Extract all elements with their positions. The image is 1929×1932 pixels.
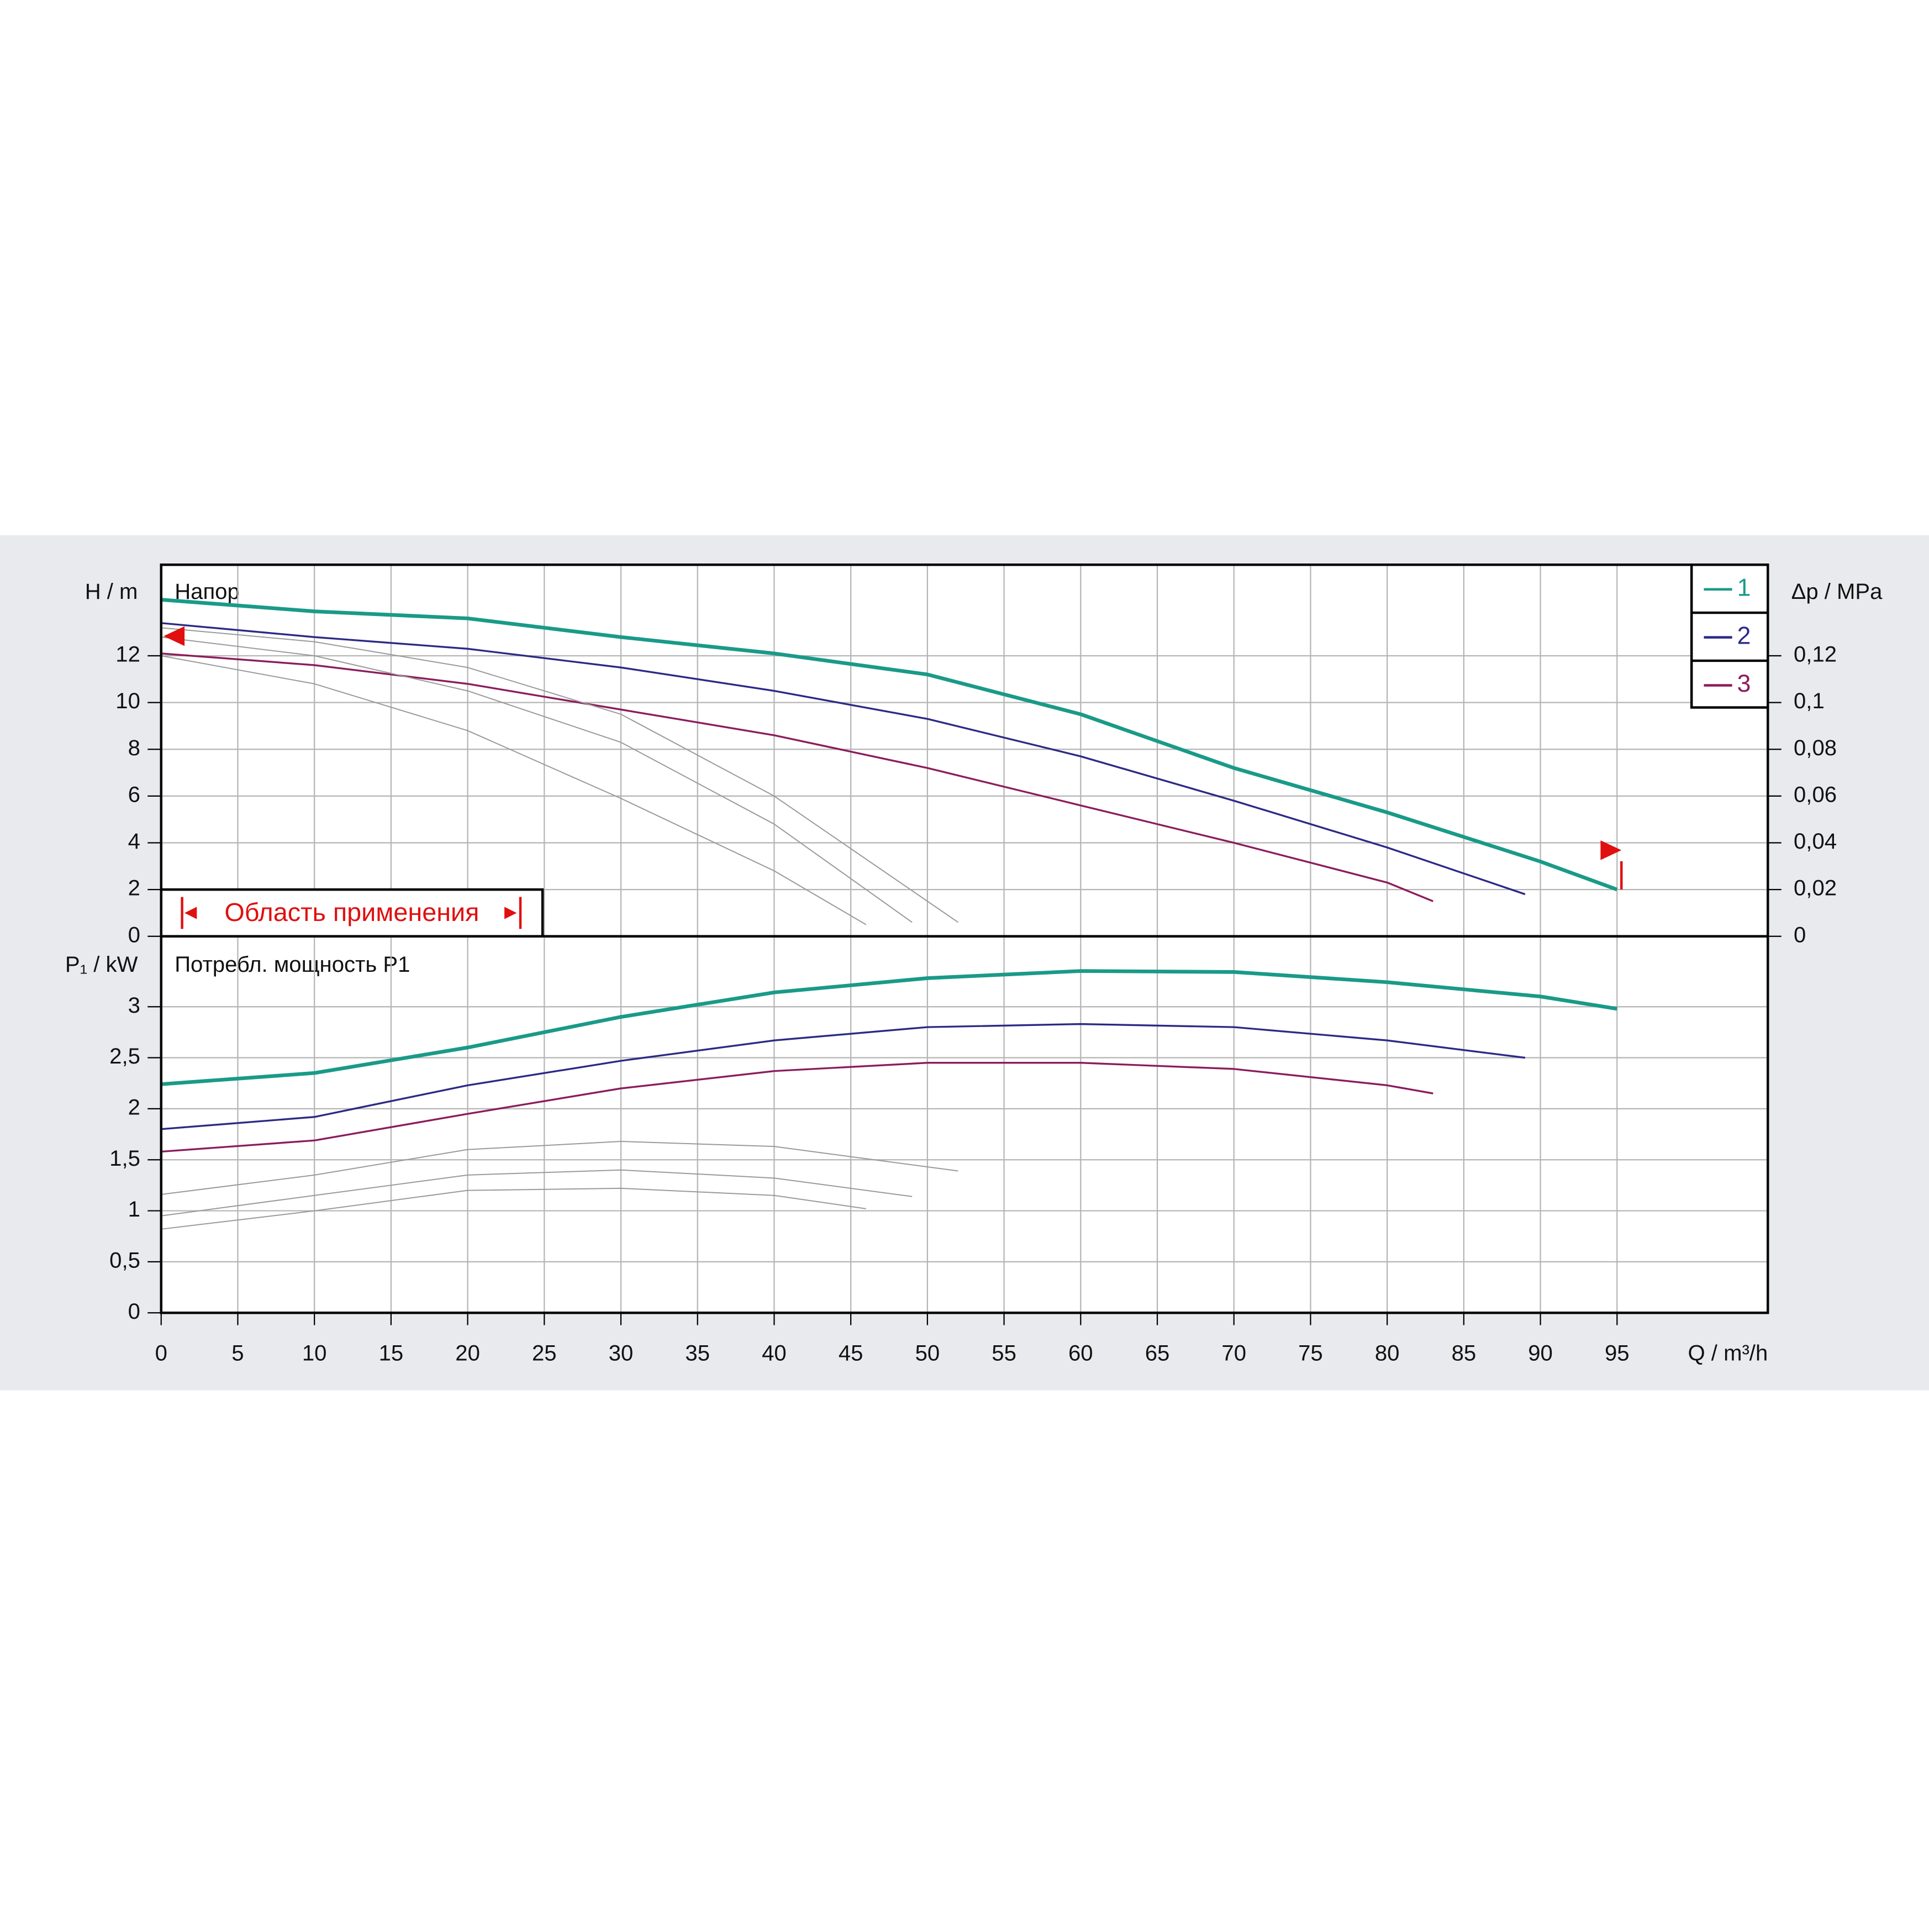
y-tick-label: 4 [128, 829, 140, 854]
range-arrow [504, 907, 517, 919]
x-tick-label: 45 [839, 1341, 863, 1366]
range-arrow [185, 907, 197, 919]
legend-label: 1 [1737, 575, 1751, 602]
curve [161, 627, 958, 923]
x-tick-label: 70 [1221, 1341, 1246, 1366]
range-label: Область применения [224, 898, 479, 926]
plot-area [161, 565, 1768, 1313]
marks: 0 5 10 15 20 25 30 35 40 45 50 55 60 65 70 75 80 85 90 9502… [109, 565, 1837, 1366]
x-axis-label: Q / m³/h [1688, 1341, 1768, 1366]
x-tick-label: 0 [155, 1341, 167, 1366]
legend: 1 2 3 [1690, 563, 1769, 709]
y-tick-label: 0 [128, 1299, 140, 1324]
x-tick-label: 90 [1528, 1341, 1553, 1366]
y-tick-label: 10 [115, 689, 140, 713]
y2-tick-label: 0,02 [1794, 876, 1837, 901]
curve [161, 655, 867, 925]
y2-tick-label: 0 [1794, 923, 1806, 947]
y-tick-label: 0 [128, 923, 140, 947]
curve [161, 636, 913, 923]
y-tick-label: 2,5 [109, 1044, 140, 1068]
range-frame [160, 888, 544, 938]
x-tick-label: 75 [1298, 1341, 1323, 1366]
curve [161, 1062, 1433, 1153]
y-tick-label: 3 [128, 993, 140, 1018]
curve [161, 969, 1617, 1086]
plot-frame [160, 563, 1769, 1314]
curve [161, 1141, 958, 1196]
range-box: Область применения [160, 888, 544, 938]
y-tick-label: 2 [128, 876, 140, 901]
x-tick-label: 55 [992, 1341, 1016, 1366]
x-tick-label: 20 [455, 1341, 480, 1366]
y2-tick-label: 0,08 [1794, 736, 1837, 760]
legend-label: 3 [1737, 670, 1751, 697]
x-tick-label: 5 [231, 1341, 244, 1366]
x-tick-label: 80 [1375, 1341, 1400, 1366]
x-tick-label: 85 [1452, 1341, 1477, 1366]
x-tick-label: 35 [685, 1341, 710, 1366]
curve [161, 622, 1526, 896]
x-tick-label: 40 [762, 1341, 787, 1366]
y-axis-label: P₁ / kW [65, 952, 138, 977]
curve [161, 1169, 913, 1217]
curve [161, 652, 1433, 902]
curve [161, 1187, 866, 1230]
y-axis-label: H / m [85, 580, 138, 604]
y2-tick-label: 0,06 [1794, 782, 1837, 807]
x-tick-label: 50 [915, 1341, 940, 1366]
frame [160, 563, 1769, 1314]
curve [161, 598, 1618, 892]
x-tick-label: 95 [1605, 1341, 1630, 1366]
y2-tick-label: 0,04 [1794, 829, 1837, 854]
y-tick-label: 2 [128, 1095, 140, 1119]
range-end-marker [1600, 840, 1622, 860]
x-tick-label: 25 [532, 1341, 557, 1366]
y2-tick-label: 0,12 [1794, 643, 1837, 667]
y-tick-label: 12 [115, 643, 140, 667]
y2-tick-label: 0,1 [1794, 689, 1825, 713]
y-tick-label: 1 [128, 1197, 140, 1222]
x-tick-label: 30 [609, 1341, 634, 1366]
x-tick-label: 10 [302, 1341, 327, 1366]
x-tick-label: 65 [1145, 1341, 1170, 1366]
y-tick-label: 8 [128, 736, 140, 760]
x-tick-label: 60 [1068, 1341, 1093, 1366]
range-start-marker [164, 626, 185, 646]
y-tick-label: 6 [128, 782, 140, 807]
power-label: Потребл. мощность P1 [175, 952, 410, 977]
curve [161, 1023, 1526, 1130]
x-tick-label: 15 [379, 1341, 404, 1366]
legend-label: 2 [1737, 622, 1751, 649]
y2-axis-label: Δp / MPa [1791, 580, 1883, 604]
y-tick-label: 1,5 [109, 1146, 140, 1171]
y-tick-label: 0,5 [109, 1249, 140, 1273]
